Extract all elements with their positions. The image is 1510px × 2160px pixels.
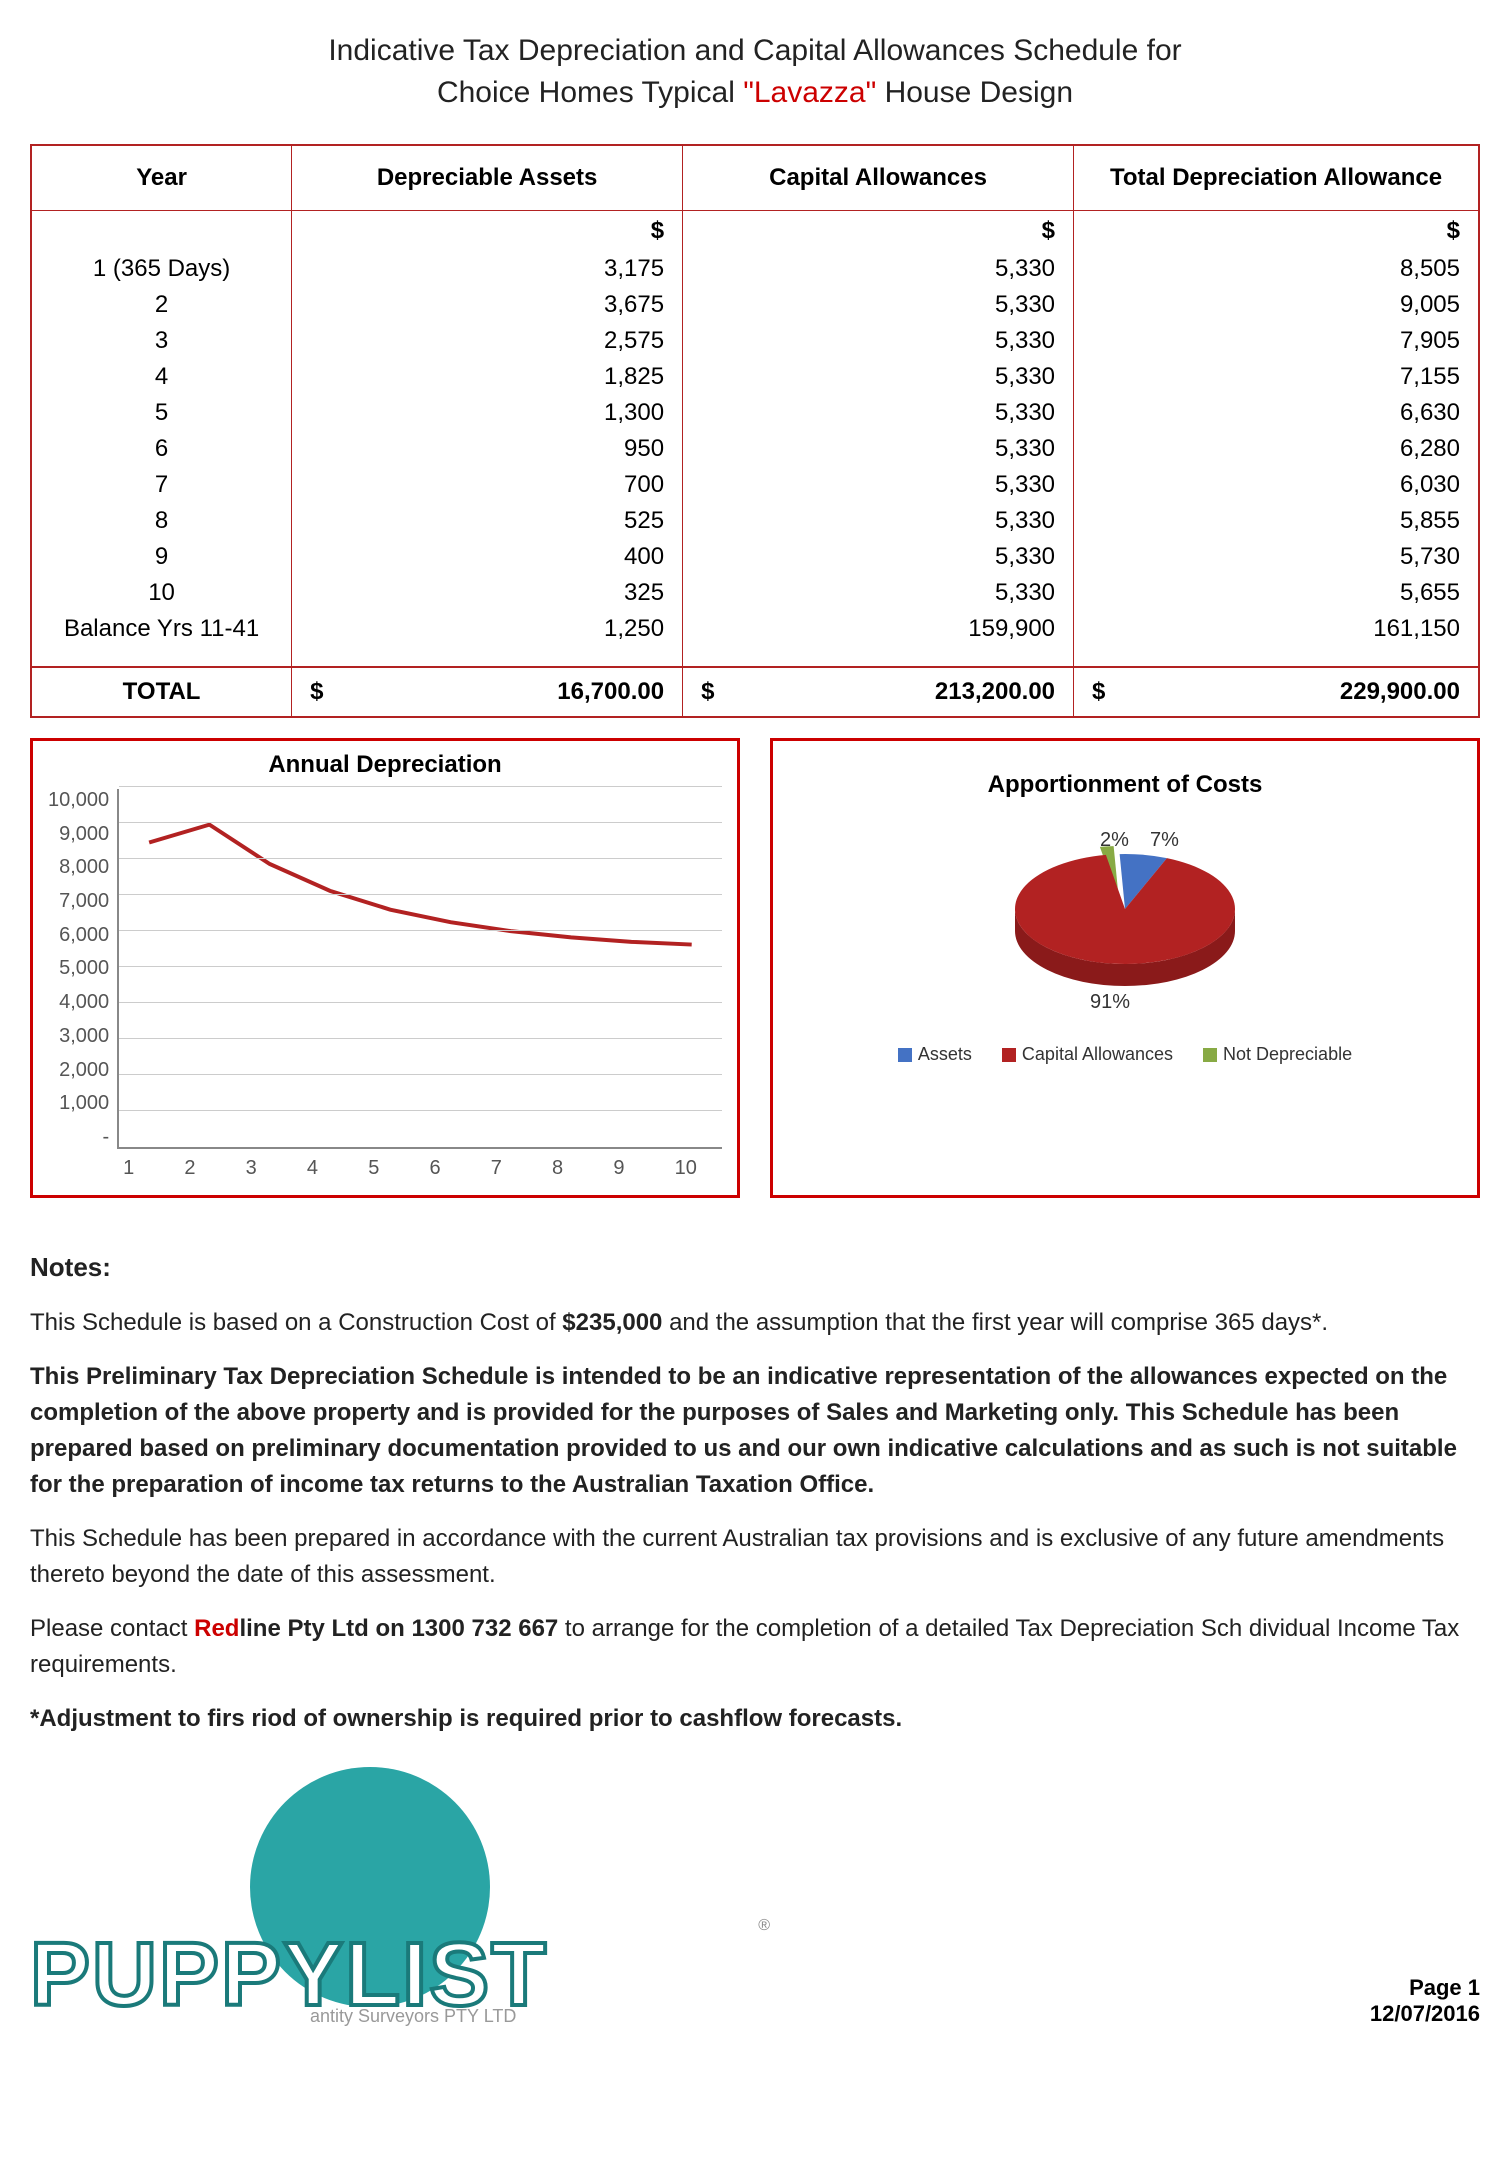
title-line2b: House Design bbox=[876, 76, 1073, 109]
table-total-row: TOTAL $16,700.00 $213,200.00 $229,900.00 bbox=[31, 667, 1479, 717]
line-chart-yaxis: 10,0009,0008,0007,0006,0005,0004,0003,00… bbox=[48, 789, 117, 1149]
table-row: Balance Yrs 11-411,250159,900161,150 bbox=[31, 611, 1479, 647]
pie-legend: Assets Capital Allowances Not Depreciable bbox=[788, 1044, 1462, 1065]
legend-item: Capital Allowances bbox=[1002, 1044, 1173, 1065]
page-number: Page 1 bbox=[1370, 1975, 1480, 2001]
col-da: Depreciable Assets bbox=[292, 145, 683, 211]
pie-label-2pct: 2% bbox=[1100, 829, 1129, 852]
pie-label-7pct: 7% bbox=[1150, 829, 1179, 852]
table-row: 1 (365 Days)3,1755,3308,505 bbox=[31, 251, 1479, 287]
document-title: Indicative Tax Depreciation and Capital … bbox=[30, 30, 1480, 114]
table-row: 77005,3306,030 bbox=[31, 467, 1479, 503]
legend-item: Assets bbox=[898, 1044, 972, 1065]
table-row: 69505,3306,280 bbox=[31, 431, 1479, 467]
depreciation-table: Year Depreciable Assets Capital Allowanc… bbox=[30, 144, 1480, 718]
table-row: 23,6755,3309,005 bbox=[31, 287, 1479, 323]
notes-p1: This Schedule is based on a Construction… bbox=[30, 1305, 1480, 1341]
table-row: 51,3005,3306,630 bbox=[31, 395, 1479, 431]
title-line2a: Choice Homes Typical bbox=[437, 76, 743, 109]
currency-row: $ $ $ bbox=[31, 211, 1479, 252]
line-chart-xaxis: 12345678910 bbox=[48, 1157, 722, 1180]
line-chart-plot bbox=[117, 789, 722, 1149]
pie-label-91pct: 91% bbox=[1090, 991, 1130, 1014]
table-header-row: Year Depreciable Assets Capital Allowanc… bbox=[31, 145, 1479, 211]
page-date: 12/07/2016 bbox=[1370, 2001, 1480, 2027]
pie-chart-title: Apportionment of Costs bbox=[788, 771, 1462, 799]
notes-section: Notes: This Schedule is based on a Const… bbox=[30, 1248, 1480, 1737]
table-row: 103255,3305,655 bbox=[31, 575, 1479, 611]
line-chart-title: Annual Depreciation bbox=[48, 751, 722, 779]
logo-registered-icon: ® bbox=[758, 1917, 770, 1935]
charts-row: Annual Depreciation 10,0009,0008,0007,00… bbox=[30, 738, 1480, 1198]
legend-item: Not Depreciable bbox=[1203, 1044, 1352, 1065]
page-info: Page 1 12/07/2016 bbox=[1370, 1975, 1480, 2027]
logo-subtitle: antity Surveyors PTY LTD bbox=[310, 2006, 516, 2027]
pie-svg bbox=[985, 829, 1265, 999]
title-accent: "Lavazza" bbox=[743, 76, 876, 109]
notes-p3: This Schedule has been prepared in accor… bbox=[30, 1521, 1480, 1593]
footer: PUPPYLIST ® antity Surveyors PTY LTD Pag… bbox=[30, 1767, 1480, 2027]
line-chart-box: Annual Depreciation 10,0009,0008,0007,00… bbox=[30, 738, 740, 1198]
table-row: 85255,3305,855 bbox=[31, 503, 1479, 539]
logo-area: PUPPYLIST ® antity Surveyors PTY LTD bbox=[30, 1767, 730, 2027]
notes-heading: Notes: bbox=[30, 1248, 1480, 1287]
table-row: 41,8255,3307,155 bbox=[31, 359, 1479, 395]
table-row: 32,5755,3307,905 bbox=[31, 323, 1479, 359]
notes-p5: *Adjustment to firs riod of ownership is… bbox=[30, 1701, 1480, 1737]
title-line1: Indicative Tax Depreciation and Capital … bbox=[328, 34, 1181, 67]
col-year: Year bbox=[31, 145, 292, 211]
col-tot: Total Depreciation Allowance bbox=[1074, 145, 1479, 211]
col-ca: Capital Allowances bbox=[683, 145, 1074, 211]
pie-chart-box: Apportionment of Costs 2% 7% 91% Assets C… bbox=[770, 738, 1480, 1198]
notes-p2: This Preliminary Tax Depreciation Schedu… bbox=[30, 1359, 1480, 1503]
pie-wrap: 2% 7% 91% bbox=[788, 809, 1462, 1014]
notes-p4: Please contact Redline Pty Ltd on 1300 7… bbox=[30, 1611, 1480, 1683]
table-row: 94005,3305,730 bbox=[31, 539, 1479, 575]
